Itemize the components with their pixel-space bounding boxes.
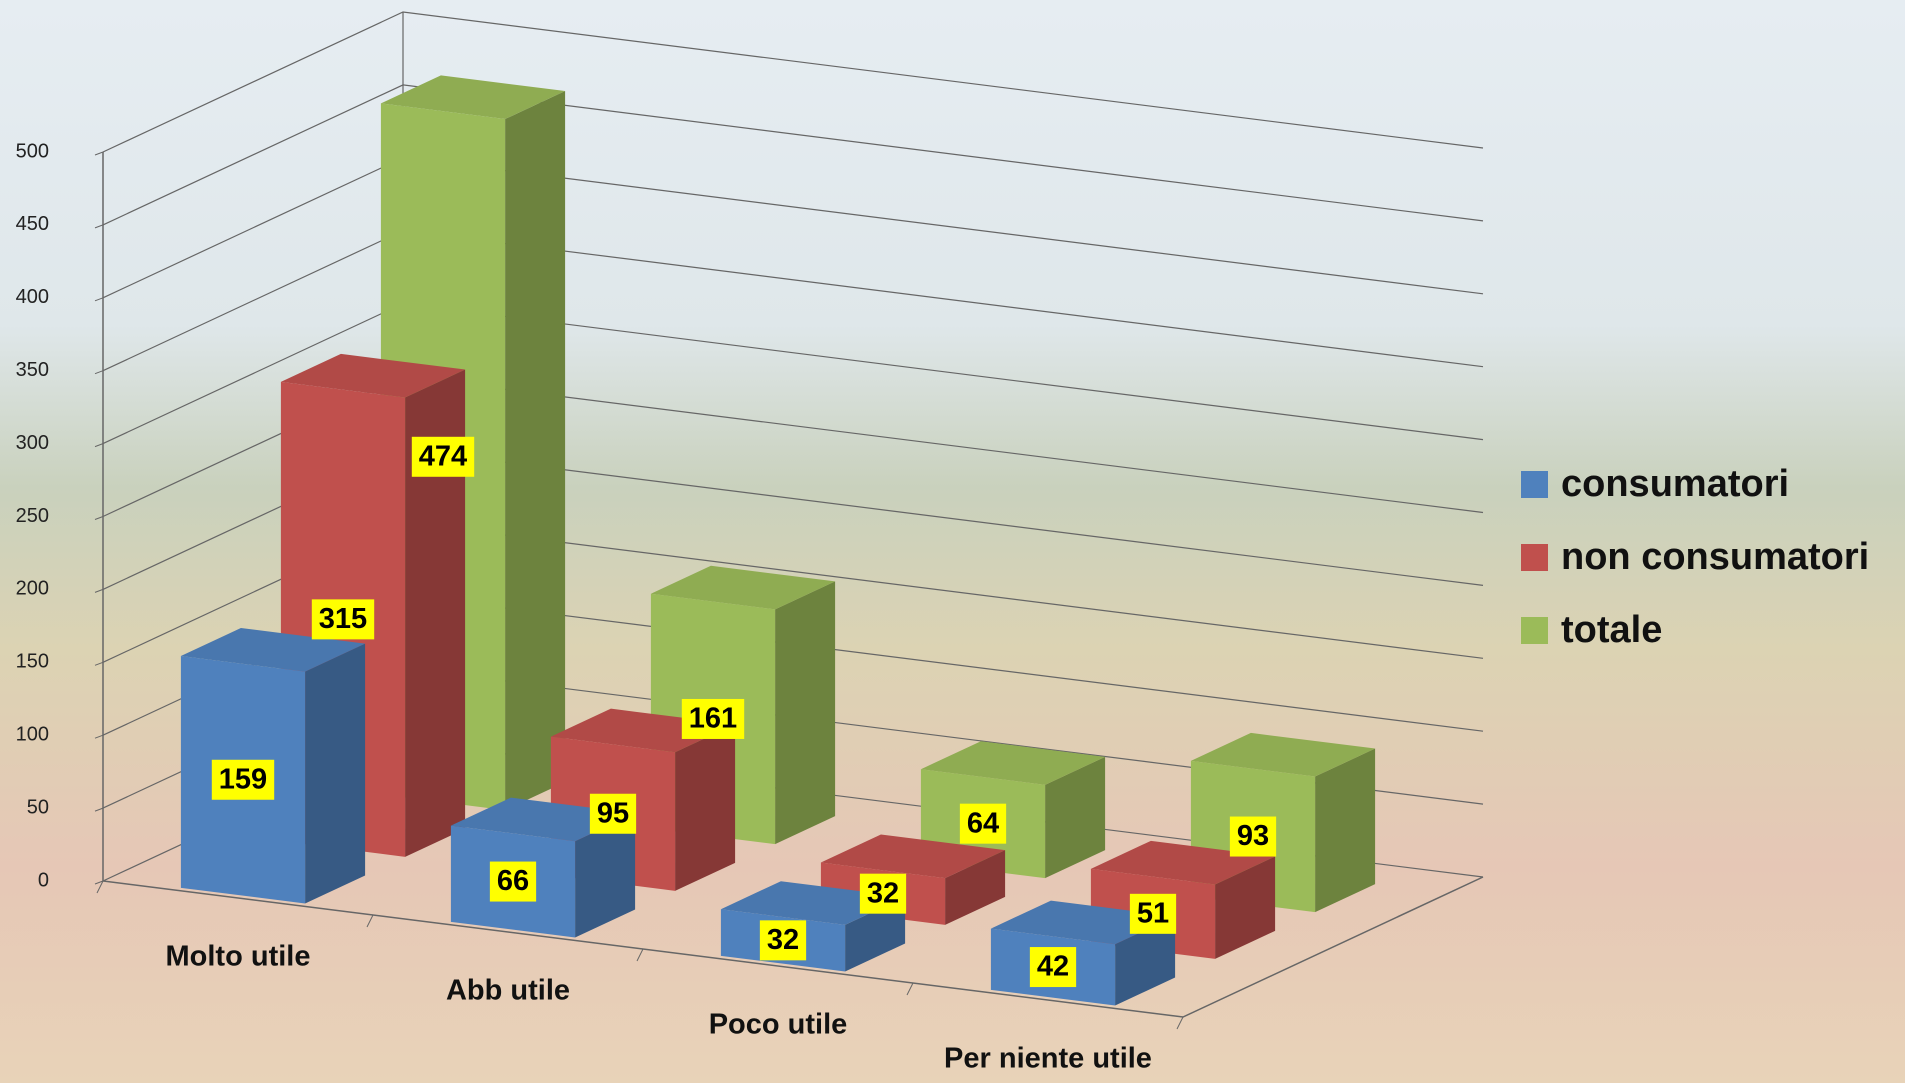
x-tick-mark [636, 948, 644, 962]
bar-side [505, 91, 566, 811]
bar-side [305, 643, 366, 904]
bar-top [1190, 732, 1376, 777]
y-tick-mark [94, 151, 104, 156]
bar-top [280, 353, 466, 398]
y-tick-mark [94, 880, 104, 885]
data-label-box [681, 698, 745, 739]
data-label: 93 [1229, 816, 1277, 857]
legend-swatch [1521, 617, 1548, 644]
legend-swatch [1521, 471, 1548, 498]
data-label-box [311, 599, 375, 640]
x-tick-label: Poco utile [709, 1009, 848, 1041]
y-tick-mark [94, 734, 104, 739]
data-label-text: 159 [219, 763, 267, 795]
y-tick-mark [94, 297, 104, 302]
y-tick-label: 100 [16, 723, 49, 745]
y-tick-label: 200 [16, 578, 49, 600]
bar-top [920, 741, 1106, 785]
y-tick-mark [94, 807, 104, 812]
y-tick-label: 0 [38, 869, 49, 891]
data-label-box [1029, 947, 1077, 988]
data-label-text: 32 [867, 877, 899, 909]
y-tick-label: 350 [16, 359, 49, 381]
data-label: 315 [311, 599, 375, 640]
y-tick-mark [94, 443, 104, 448]
data-label-box [1129, 893, 1177, 934]
bar-top [450, 797, 636, 842]
data-label-box [1229, 816, 1277, 857]
bar-side [1215, 856, 1276, 959]
x-tick-mark [1176, 1016, 1184, 1030]
bar-top [990, 900, 1176, 945]
bar-top [650, 565, 836, 610]
y-tick-label: 50 [27, 796, 49, 818]
bar-top [1090, 840, 1276, 885]
y-tick-label: 150 [16, 651, 49, 673]
data-label-box [859, 873, 907, 914]
data-label: 64 [959, 803, 1007, 844]
data-label-text: 51 [1137, 897, 1169, 929]
bar-side [405, 369, 466, 857]
data-label-text: 315 [319, 603, 367, 635]
y-tick-mark [94, 516, 104, 520]
bar-side [1115, 916, 1176, 1006]
bar-side [945, 850, 1006, 925]
data-label: 32 [859, 873, 907, 914]
bar-side [1045, 756, 1106, 879]
data-label: 42 [1029, 947, 1077, 988]
data-label-box [589, 793, 637, 834]
data-label: 474 [411, 436, 475, 477]
data-label-box [489, 861, 537, 902]
data-label-box [959, 803, 1007, 844]
bar-top [380, 75, 566, 120]
data-label: 95 [589, 793, 637, 834]
y-tick-label: 400 [16, 286, 49, 308]
y-tick-label: 250 [16, 505, 49, 527]
x-tick-label: Abb utile [446, 975, 570, 1007]
y-tick-mark [94, 661, 104, 666]
legend-label: totale [1561, 609, 1662, 651]
data-label: 161 [681, 698, 745, 739]
data-label-text: 42 [1037, 951, 1069, 983]
x-tick-mark [906, 982, 914, 996]
bar-side [675, 724, 736, 891]
data-label-text: 95 [597, 797, 629, 829]
x-tick-mark [96, 880, 104, 894]
data-label-text: 93 [1237, 820, 1269, 852]
y-tick-mark [94, 224, 104, 229]
x-tick-label: Molto utile [166, 941, 311, 973]
data-label-text: 64 [967, 807, 999, 839]
data-label-text: 66 [497, 865, 529, 897]
data-label: 51 [1129, 893, 1177, 934]
data-label-text: 161 [689, 703, 737, 735]
y-tick-label: 300 [16, 432, 49, 454]
y-tick-label: 450 [16, 213, 49, 235]
legend-label: non consumatori [1561, 536, 1869, 578]
y-tick-label: 500 [16, 140, 49, 162]
data-label-text: 32 [767, 924, 799, 956]
x-tick-mark [366, 914, 374, 928]
legend-swatch [1521, 544, 1548, 571]
data-label: 66 [489, 861, 537, 902]
x-tick-label: Per niente utile [944, 1043, 1152, 1075]
bar-top [820, 834, 1006, 879]
bar-side [575, 813, 636, 938]
data-label: 32 [759, 920, 807, 961]
labels: 0 50 100 150 200 250 300 350 400 450 500 Molto util… [16, 140, 1870, 1074]
data-label-box [759, 920, 807, 961]
data-label-text: 474 [419, 440, 467, 472]
bar-top [720, 881, 906, 925]
data-label-box [411, 436, 475, 477]
data-label-box [211, 759, 275, 800]
y-tick-mark [94, 588, 104, 593]
bar-side [1315, 748, 1376, 913]
y-tick-mark [94, 370, 104, 375]
bar-side [845, 896, 906, 972]
bar-side [775, 581, 836, 845]
data-label: 159 [211, 759, 275, 800]
legend-label: consumatori [1561, 463, 1789, 505]
